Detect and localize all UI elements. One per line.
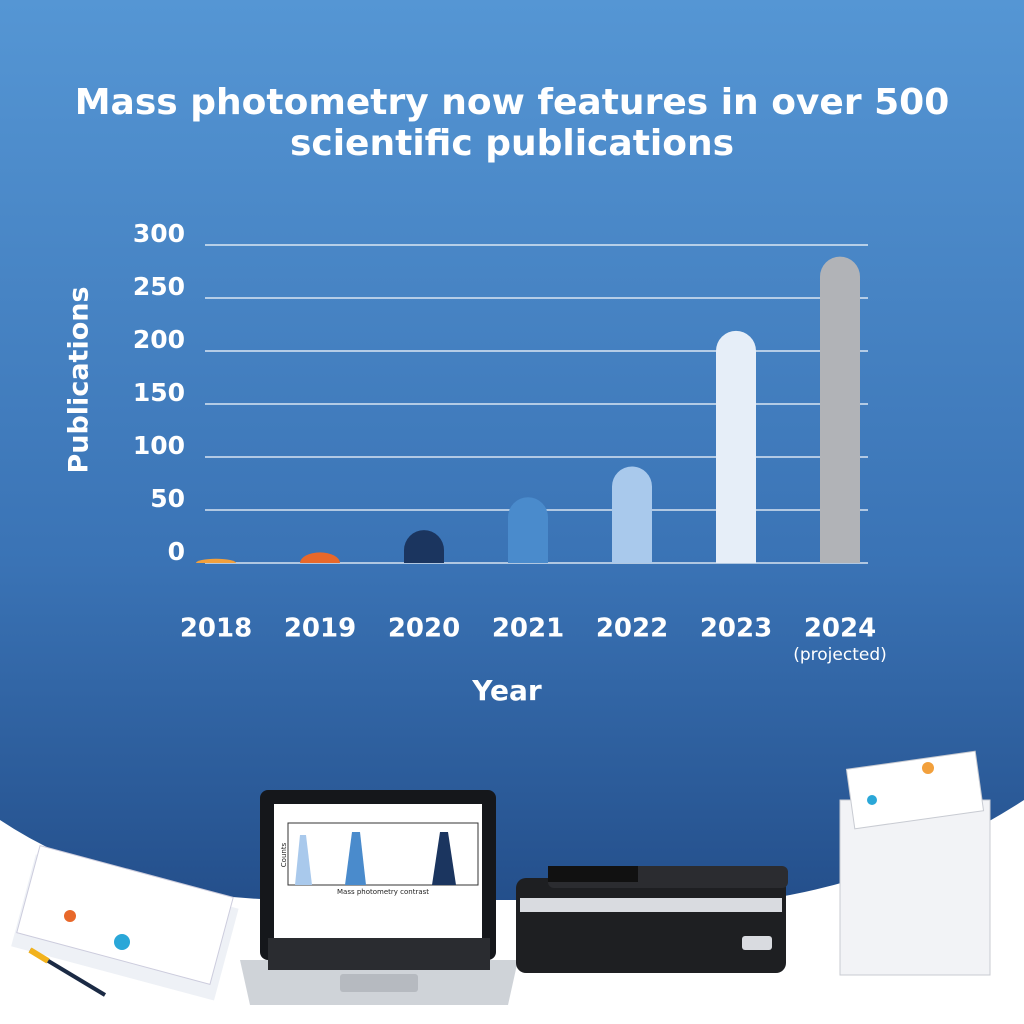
bar xyxy=(612,466,652,563)
y-tick-label: 300 xyxy=(133,219,185,248)
inset-y-label: Counts xyxy=(280,842,288,867)
x-tick-label: 2019 xyxy=(284,614,356,644)
x-tick-label: 2021 xyxy=(492,614,564,644)
y-tick-label: 150 xyxy=(133,378,185,407)
bar xyxy=(508,497,548,563)
chart-title: Mass photometry now features in over 500… xyxy=(74,82,950,164)
bar xyxy=(716,330,756,563)
x-axis-label: Year xyxy=(471,674,542,707)
laptop xyxy=(240,790,518,1005)
y-tick-label: 50 xyxy=(150,484,185,513)
y-axis-label: Publications xyxy=(64,286,95,473)
paper-stack xyxy=(839,750,991,976)
bar xyxy=(196,558,236,563)
bar xyxy=(820,256,860,563)
x-tick-label: 2022 xyxy=(596,614,668,644)
inset-x-label: Mass photometry contrast xyxy=(337,888,429,896)
papers xyxy=(11,845,239,1001)
bar xyxy=(404,530,444,563)
y-tick-label: 200 xyxy=(133,325,185,354)
y-tick-label: 250 xyxy=(133,272,185,301)
instrument xyxy=(516,866,788,973)
bar xyxy=(300,552,340,563)
x-tick-label: 2023 xyxy=(700,614,772,644)
y-tick-label: 0 xyxy=(168,537,185,566)
x-tick-label: 2018 xyxy=(180,614,252,644)
x-tick-note: (projected) xyxy=(793,645,887,665)
x-tick-label: 2020 xyxy=(388,614,460,644)
y-tick-label: 100 xyxy=(133,431,185,460)
x-tick-label: 2024 xyxy=(804,614,876,644)
